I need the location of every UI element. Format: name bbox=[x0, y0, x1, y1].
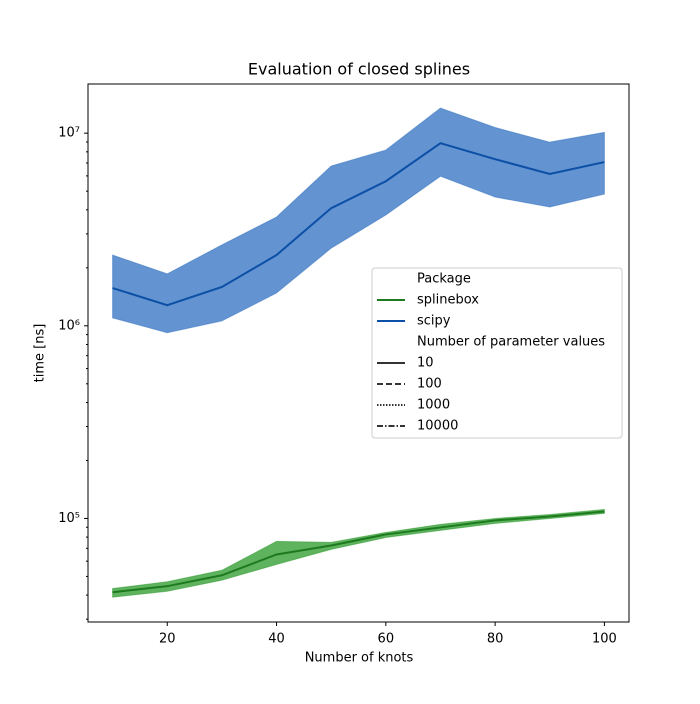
line bbox=[112, 510, 605, 594]
x-tick-label: 100 bbox=[592, 632, 617, 647]
y-axis-label: time [ns] bbox=[33, 324, 48, 383]
legend-label: 100 bbox=[417, 377, 442, 392]
plot-frame bbox=[87, 83, 630, 623]
legend: Package splinebox scipy Number of parameter… bbox=[371, 267, 623, 439]
x-tick-label: 80 bbox=[487, 632, 504, 647]
x-tick-label: 40 bbox=[268, 632, 285, 647]
confidence-band bbox=[112, 107, 605, 334]
legend-box bbox=[371, 267, 623, 439]
y-tick-label: 10⁶ bbox=[58, 318, 80, 333]
legend-label: 1000 bbox=[417, 398, 450, 413]
legend-label: scipy bbox=[417, 314, 451, 329]
y-tick-label: 10⁷ bbox=[58, 126, 80, 141]
confidence-band bbox=[112, 508, 605, 598]
line bbox=[112, 142, 605, 307]
legend-title: Package bbox=[417, 272, 471, 287]
legend-label: 10000 bbox=[417, 419, 458, 434]
legend-label: 10 bbox=[417, 356, 434, 371]
legend-title: Number of parameter values bbox=[417, 335, 605, 350]
legend-label: splinebox bbox=[417, 293, 479, 308]
x-axis-label: Number of knots bbox=[305, 651, 414, 666]
x-tick-label: 20 bbox=[159, 632, 176, 647]
x-tick-label: 60 bbox=[378, 632, 395, 647]
y-tick-label: 10⁵ bbox=[58, 511, 80, 526]
chart-title: Evaluation of closed splines bbox=[248, 60, 470, 79]
